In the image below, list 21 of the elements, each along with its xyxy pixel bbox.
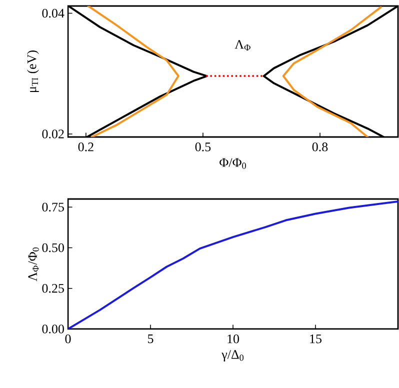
- y-axis-title: μ$_{TI}$ (eV): [27, 50, 39, 92]
- x-axis-title: Φ/Φ$_{0}$: [220, 158, 246, 169]
- x-tick-label: 15: [310, 334, 322, 344]
- x-tick-label: 0.5: [195, 142, 211, 152]
- y-tick-label: 0.02: [42, 130, 64, 138]
- x-tick-label: 0.2: [78, 142, 94, 152]
- annotation: Λ$_{Φ}$: [234, 40, 250, 50]
- x-tick-label: 0: [65, 334, 71, 344]
- line-series: [87, 6, 180, 137]
- x-axis-title: γ/Δ$_{0}$: [222, 350, 244, 362]
- y-axis-title: Λ$_{Φ}$/Φ$_{0}$: [28, 247, 39, 282]
- y-tick-label: 0.50: [42, 243, 64, 252]
- y-tick-label: 0.04: [42, 8, 64, 18]
- x-tick-label: 0.8: [312, 142, 328, 152]
- line-series: [68, 200, 398, 329]
- line-series: [282, 6, 382, 137]
- x-tick-label: 5: [148, 334, 154, 344]
- x-tick-label: 10: [228, 334, 240, 344]
- y-tick-label: 0.75: [42, 202, 64, 212]
- y-tick-label: 0.00: [42, 324, 64, 334]
- y-tick-label: 0.25: [42, 284, 64, 293]
